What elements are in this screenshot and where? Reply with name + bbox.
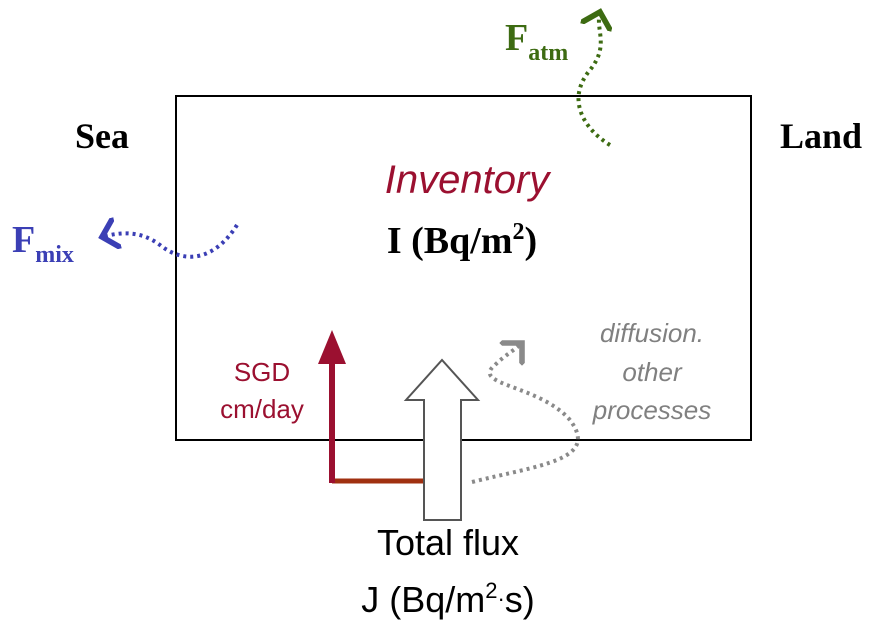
total-flux-label: Total flux (377, 522, 519, 563)
sea-label: Sea (75, 116, 129, 156)
diffusion-label: processes (592, 395, 712, 425)
diffusion-label: diffusion. (600, 318, 704, 348)
total-flux-arrow (403, 358, 481, 521)
sgd-label: SGD (234, 357, 290, 387)
total-flux-unit: J (Bq/m2·s) (361, 578, 535, 620)
sgd-unit: cm/day (220, 394, 304, 424)
inventory-unit: I (Bq/m2) (387, 219, 537, 262)
f-atm-label: Fatm (505, 17, 568, 66)
land-label: Land (780, 116, 862, 156)
inventory-box (175, 95, 752, 441)
f-mix-label: Fmix (12, 219, 74, 268)
diffusion-arrow (471, 343, 580, 484)
sgd-head (318, 330, 346, 364)
mix-flux-arrow (102, 225, 239, 259)
inventory-label: Inventory (385, 158, 553, 202)
diffusion-label: other (622, 357, 683, 387)
atm-flux-arrow (576, 12, 610, 147)
